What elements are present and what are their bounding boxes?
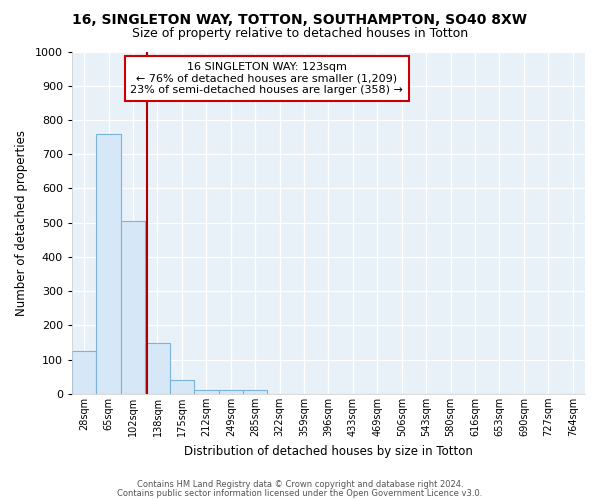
Text: Size of property relative to detached houses in Totton: Size of property relative to detached ho… (132, 28, 468, 40)
Bar (121, 221, 145, 394)
Bar (194, 390, 218, 394)
Text: Contains public sector information licensed under the Open Government Licence v3: Contains public sector information licen… (118, 488, 482, 498)
Bar (145, 342, 170, 394)
Bar (243, 390, 268, 394)
Bar (170, 380, 194, 394)
X-axis label: Distribution of detached houses by size in Totton: Distribution of detached houses by size … (184, 444, 473, 458)
Text: Contains HM Land Registry data © Crown copyright and database right 2024.: Contains HM Land Registry data © Crown c… (137, 480, 463, 489)
Y-axis label: Number of detached properties: Number of detached properties (15, 130, 28, 316)
Bar (72, 351, 97, 394)
Bar (218, 390, 243, 394)
Text: 16, SINGLETON WAY, TOTTON, SOUTHAMPTON, SO40 8XW: 16, SINGLETON WAY, TOTTON, SOUTHAMPTON, … (73, 12, 527, 26)
Bar (97, 134, 121, 394)
Text: 16 SINGLETON WAY: 123sqm
← 76% of detached houses are smaller (1,209)
23% of sem: 16 SINGLETON WAY: 123sqm ← 76% of detach… (130, 62, 403, 95)
